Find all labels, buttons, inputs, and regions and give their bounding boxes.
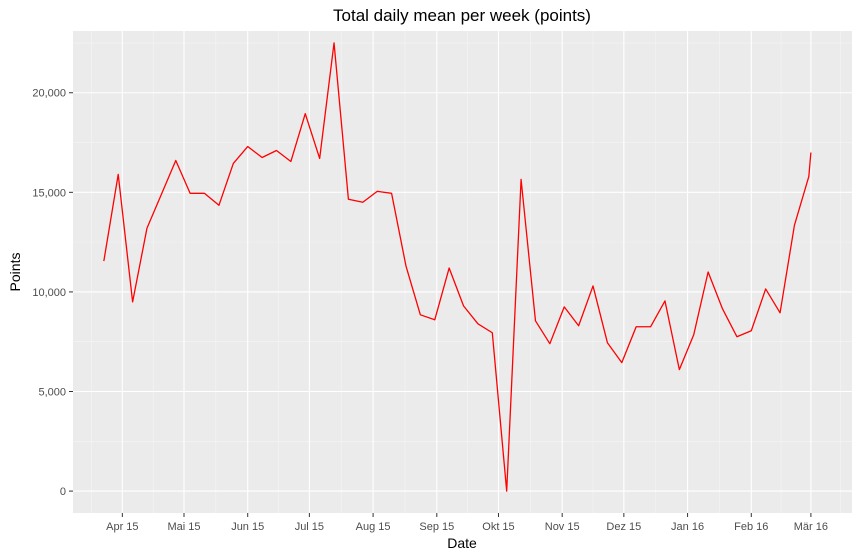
x-tick-label: Dez 15 — [606, 521, 641, 533]
x-tick-label: Feb 16 — [734, 521, 768, 533]
x-tick-label: Sep 15 — [419, 521, 454, 533]
x-axis-title: Date — [447, 535, 477, 551]
plot-panel — [73, 31, 852, 513]
x-tick-label: Jan 16 — [671, 521, 704, 533]
x-tick-label: Aug 15 — [356, 521, 391, 533]
y-tick-label: 20,000 — [32, 88, 66, 100]
x-tick-label: Nov 15 — [545, 521, 580, 533]
y-axis: 0 5,000 10,000 15,000 20,000 — [32, 88, 73, 498]
y-tick-label: 15,000 — [32, 187, 66, 199]
series-line — [103, 42, 812, 492]
x-tick-label: Mai 15 — [167, 521, 200, 533]
grid-minor — [73, 31, 852, 513]
y-axis-title: Points — [7, 253, 23, 292]
y-tick-label: 10,000 — [32, 287, 66, 299]
x-tick-label: Mär 16 — [794, 521, 828, 533]
x-tick-label: Jul 15 — [295, 521, 324, 533]
chart-title: Total daily mean per week (points) — [333, 6, 591, 25]
grid-major — [73, 31, 852, 513]
y-tick-label: 5,000 — [38, 387, 66, 399]
x-tick-label: Okt 15 — [482, 521, 514, 533]
x-tick-label: Apr 15 — [106, 521, 138, 533]
y-tick-label: 0 — [60, 486, 66, 498]
x-axis: Apr 15 Mai 15 Jun 15 Jul 15 Aug 15 Sep 15 Okt … — [106, 513, 828, 533]
x-tick-label: Jun 15 — [231, 521, 264, 533]
series-layer — [103, 42, 812, 492]
